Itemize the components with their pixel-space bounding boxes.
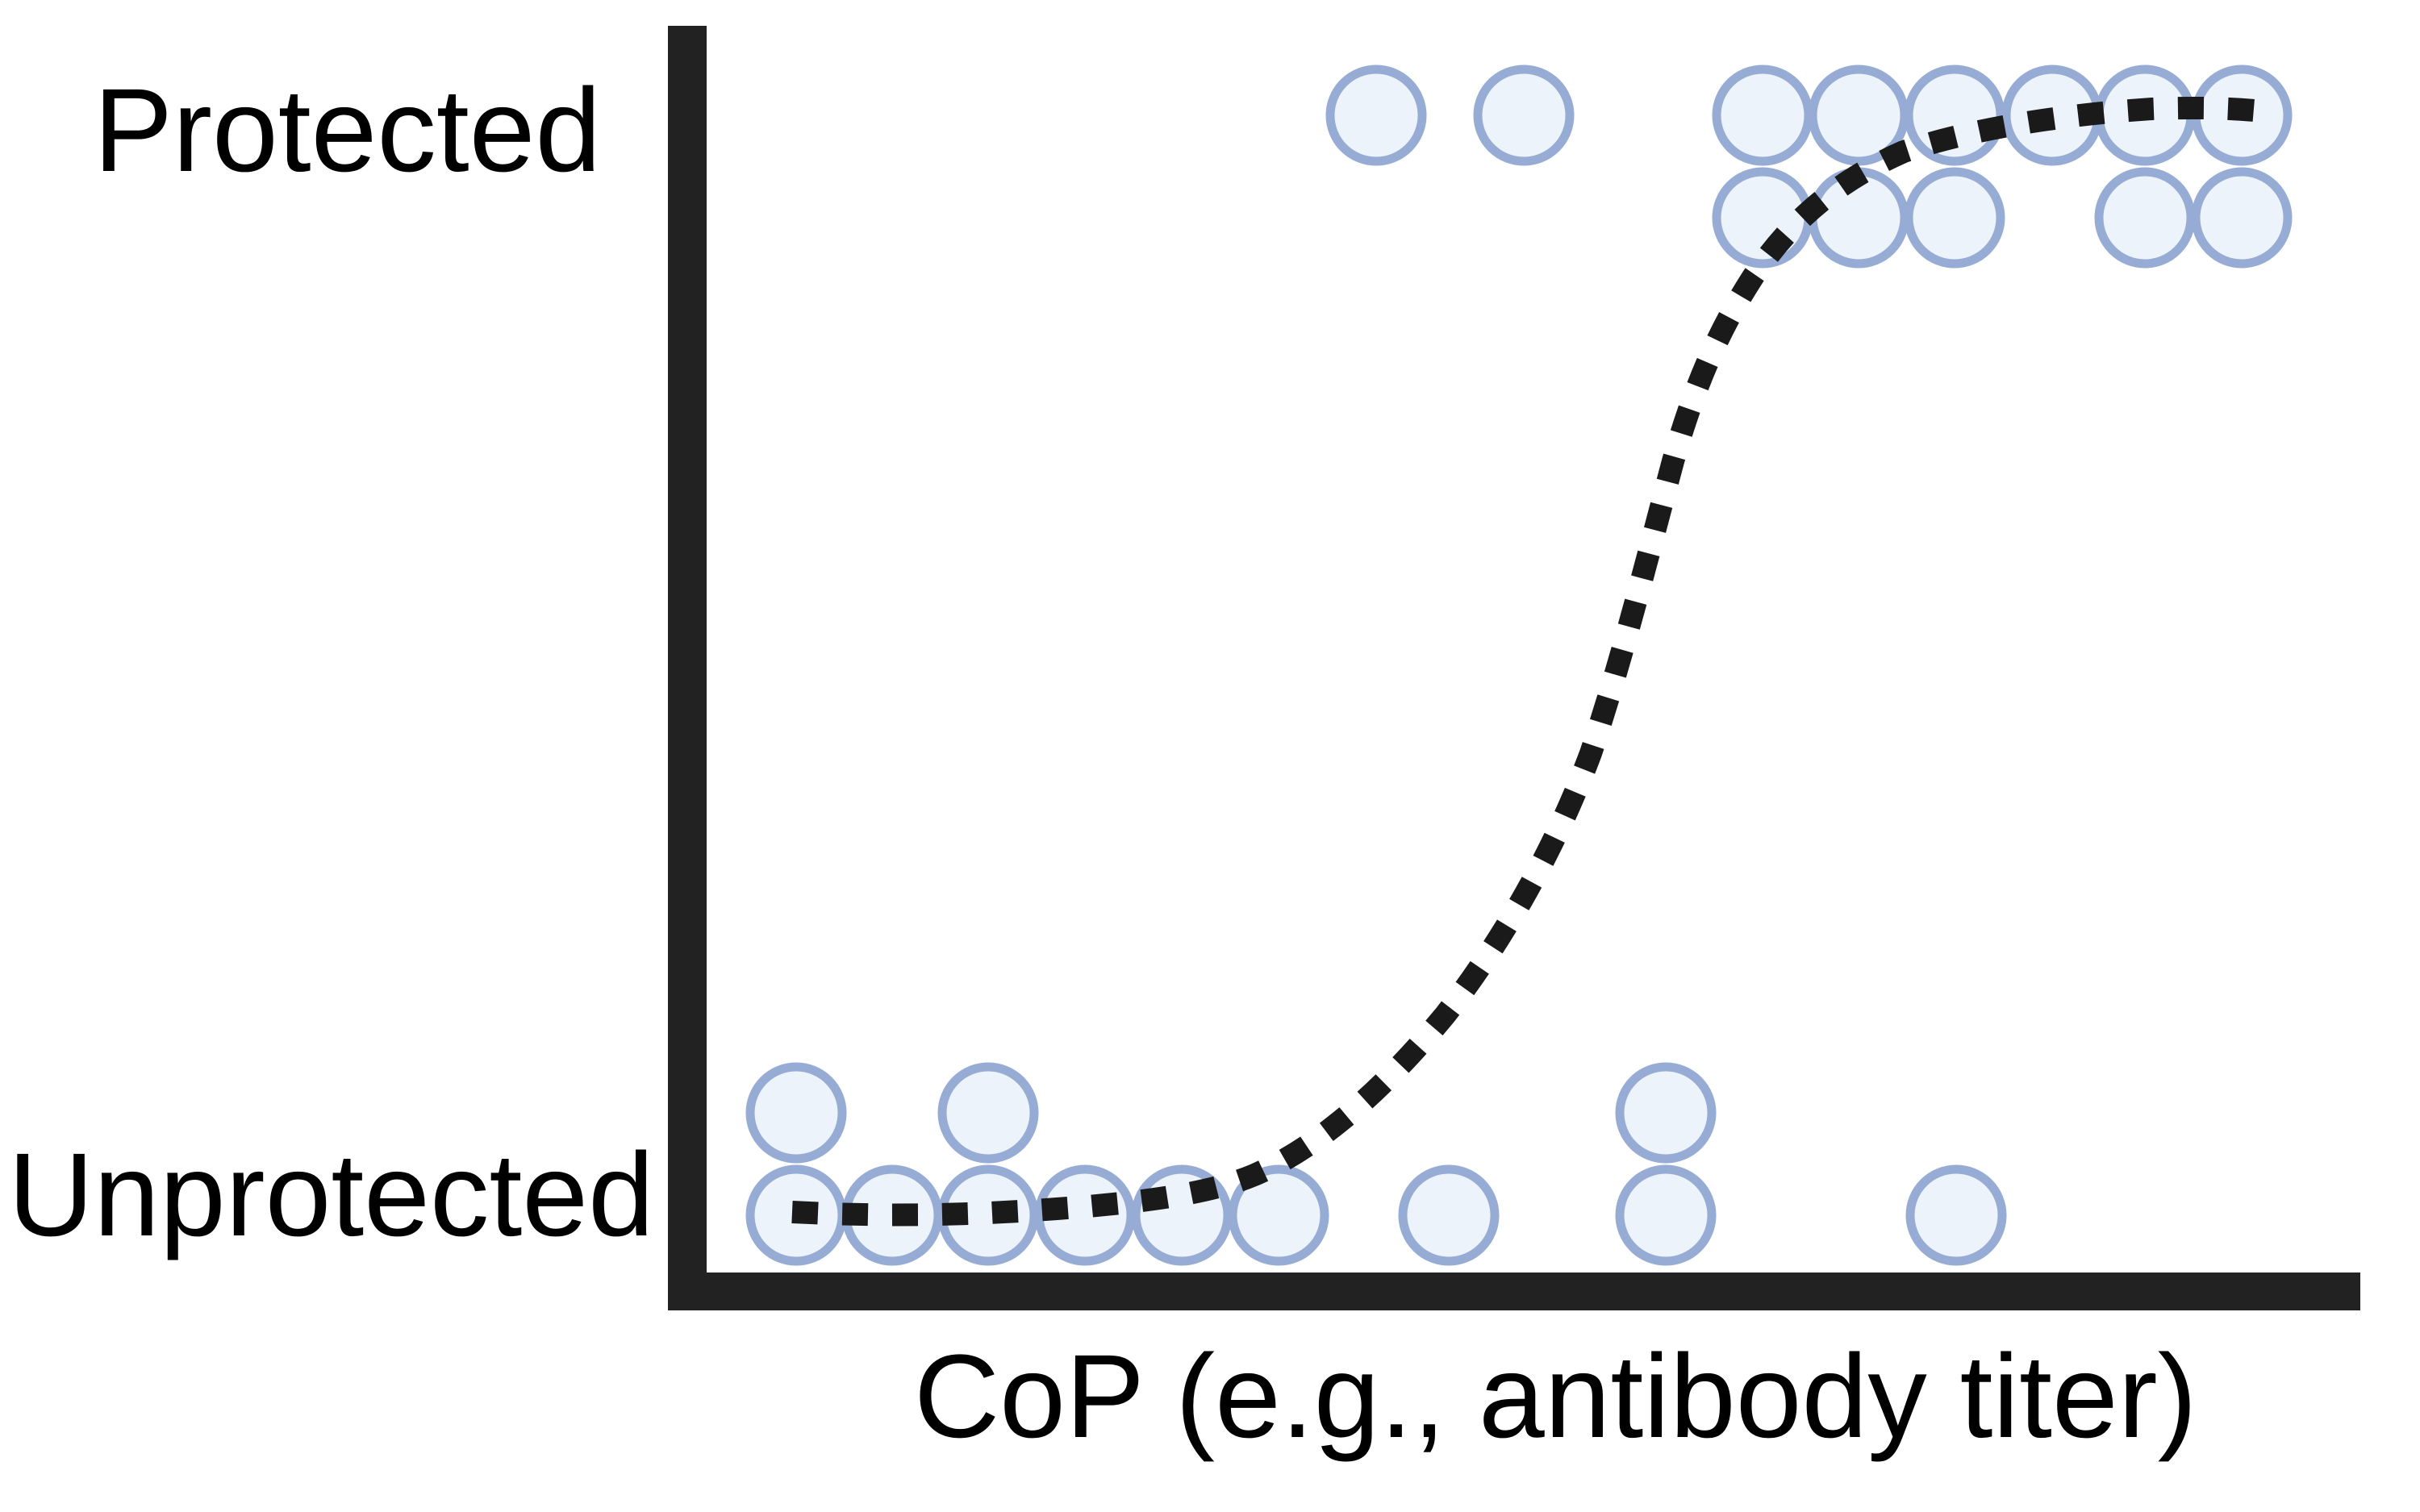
data-point	[1228, 1164, 1329, 1266]
data-point	[2094, 167, 2196, 269]
sigmoid-fit-curve	[791, 96, 2256, 1227]
data-point	[1398, 1164, 1500, 1266]
data-point	[1615, 1164, 1717, 1266]
data-point	[937, 1062, 1039, 1164]
data-point	[745, 1062, 847, 1164]
x-axis	[668, 1272, 2360, 1310]
x-axis-label: CoP (e.g., antibody titer)	[914, 1331, 2197, 1463]
y-axis	[668, 26, 707, 1310]
data-point	[1034, 1164, 1136, 1266]
data-point	[1473, 65, 1575, 166]
data-point	[1712, 65, 1813, 166]
data-point	[2191, 167, 2293, 269]
data-point	[1615, 1062, 1717, 1164]
unprotected-points	[745, 1062, 2007, 1266]
data-point	[1905, 1164, 2007, 1266]
y-label-protected: Protected	[94, 65, 601, 197]
data-point	[1904, 167, 2005, 269]
y-label-unprotected: Unprotected	[8, 1129, 654, 1261]
data-point	[1325, 65, 1427, 166]
